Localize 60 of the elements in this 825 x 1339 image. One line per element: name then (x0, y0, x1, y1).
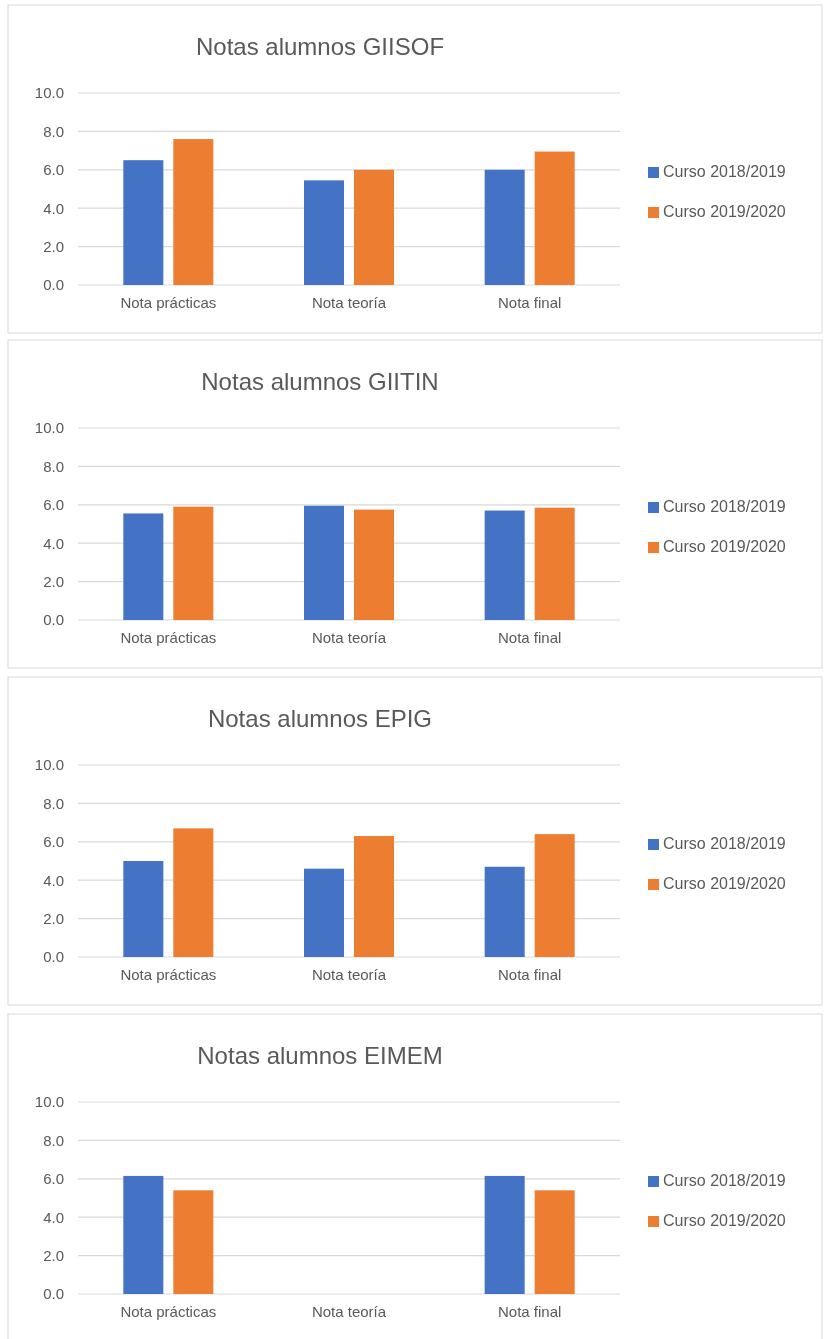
bar (123, 861, 164, 957)
bar (534, 834, 575, 957)
chart-title: Notas alumnos GIITIN (201, 368, 439, 395)
y-tick-label: 6.0 (43, 833, 64, 851)
legend-label: Curso 2019/2020 (663, 203, 786, 220)
y-tick-label: 0.0 (43, 1285, 64, 1303)
y-tick-label: 4.0 (43, 199, 64, 217)
legend-label: Curso 2018/2019 (663, 835, 786, 852)
y-tick-label: 8.0 (43, 1131, 64, 1149)
chart-title: Notas alumnos GIISOF (195, 33, 445, 60)
x-tick-label: Nota final (497, 1302, 562, 1320)
y-tick-label: 0.0 (43, 948, 64, 966)
y-tick-label: 0.0 (43, 611, 64, 629)
chart-title: Notas alumnos EPIG (207, 705, 433, 732)
y-tick-label: 10.0 (34, 1093, 64, 1111)
bar (304, 180, 344, 285)
y-tick-label: 2.0 (43, 909, 64, 927)
x-tick-label: Nota prácticas (120, 293, 217, 311)
x-tick-label: Nota teoría (311, 628, 387, 646)
x-tick-label: Nota teoría (311, 965, 387, 983)
x-tick-label: Nota prácticas (120, 965, 217, 983)
y-tick-label: 2.0 (43, 572, 64, 590)
legend-label: Curso 2018/2019 (663, 163, 786, 180)
bar (123, 160, 164, 285)
y-tick-label: 6.0 (43, 161, 64, 179)
y-tick-label: 6.0 (43, 496, 64, 514)
y-tick-label: 10.0 (34, 419, 64, 437)
bar (173, 828, 214, 957)
y-tick-label: 2.0 (43, 237, 64, 255)
y-tick-label: 4.0 (43, 871, 64, 889)
y-tick-label: 8.0 (43, 794, 64, 812)
y-tick-label: 8.0 (43, 457, 64, 475)
chart-title: Notas alumnos EIMEM (197, 1042, 443, 1069)
bar (354, 836, 394, 957)
x-tick-label: Nota teoría (311, 1302, 387, 1320)
y-tick-label: 10.0 (34, 756, 64, 774)
x-tick-label: Nota prácticas (120, 628, 217, 646)
y-tick-label: 6.0 (43, 1170, 64, 1188)
x-tick-label: Nota final (497, 965, 562, 983)
bar (173, 139, 214, 285)
y-tick-label: 0.0 (43, 276, 64, 294)
bar (304, 868, 344, 957)
y-tick-label: 4.0 (43, 534, 64, 552)
bar (354, 169, 394, 285)
legend-label: Curso 2018/2019 (663, 1172, 786, 1189)
y-tick-label: 8.0 (43, 122, 64, 140)
legend-label: Curso 2019/2020 (663, 875, 786, 892)
x-tick-label: Nota teoría (311, 293, 387, 311)
x-tick-label: Nota final (497, 628, 562, 646)
legend-label: Curso 2019/2020 (663, 1212, 786, 1229)
bar (484, 866, 525, 957)
x-tick-label: Nota final (497, 293, 562, 311)
y-tick-label: 4.0 (43, 1208, 64, 1226)
legend-label: Curso 2019/2020 (663, 538, 786, 555)
bar (534, 151, 575, 285)
legend-label: Curso 2018/2019 (663, 498, 786, 515)
y-tick-label: 10.0 (34, 84, 64, 102)
x-tick-label: Nota prácticas (120, 1302, 217, 1320)
y-tick-label: 2.0 (43, 1246, 64, 1264)
bar (484, 169, 525, 285)
